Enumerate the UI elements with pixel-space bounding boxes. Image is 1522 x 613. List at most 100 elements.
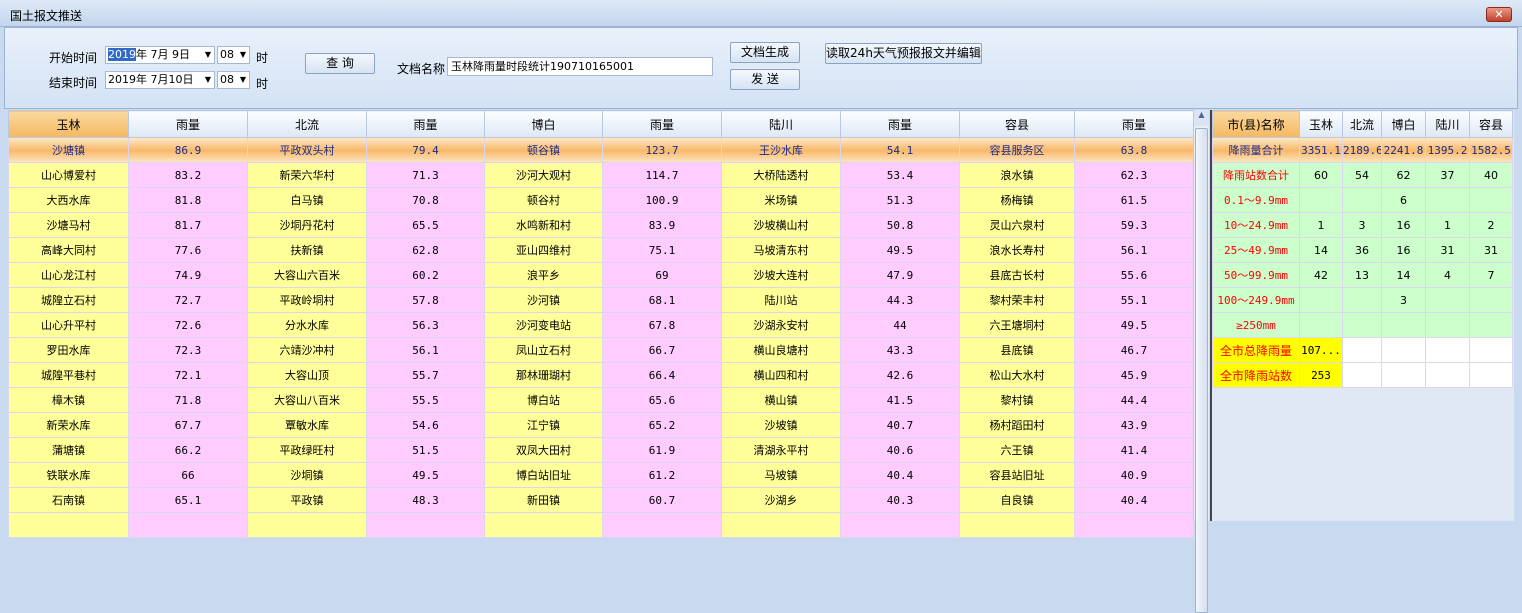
table-row[interactable]: 沙塘镇 86.9 平政双头村 79.4 顿谷镇 123.7 王沙水库 54.1 容县服务区 63.… (8, 137, 1194, 163)
rainfall-cell: 71.8 (128, 387, 248, 413)
column-header[interactable]: 陆川 (1425, 110, 1470, 138)
rainfall-cell: 66 (128, 462, 248, 488)
row-label: 降雨站数合计 (1212, 162, 1300, 188)
station-cell: 大西水库 (8, 187, 129, 213)
rainfall-cell: 40.4 (840, 462, 960, 488)
station-cell: 大容山六百米 (247, 262, 367, 288)
table-row[interactable]: 大西水库 81.8 白马镇 70.8 顿谷村 100.9 米场镇 51.3 杨梅镇 61.5 (8, 187, 1194, 213)
vertical-scrollbar[interactable]: ▲ (1193, 110, 1209, 613)
rainfall-cell: 69 (602, 262, 722, 288)
station-cell: 博白站 (484, 387, 603, 413)
value-cell: 14 (1381, 262, 1426, 288)
stats-row: 0.1～9.9mm 6 (1212, 187, 1513, 213)
end-hour-select[interactable]: 08 ▼ (217, 71, 250, 89)
value-cell: 54 (1342, 162, 1382, 188)
value-cell: 40 (1469, 162, 1513, 188)
rainfall-cell (128, 512, 248, 538)
rainfall-cell: 40.9 (1074, 462, 1194, 488)
table-row[interactable]: 樟木镇 71.8 大容山八百米 55.5 博白站 65.6 横山镇 41.5 黎村镇 44.4 (8, 387, 1194, 413)
column-header[interactable]: 北流 (247, 110, 367, 138)
rainfall-cell: 83.9 (602, 212, 722, 238)
table-row[interactable]: 石南镇 65.1 平政镇 48.3 新田镇 60.7 沙湖乡 40.3 自良镇 40.4 (8, 487, 1194, 513)
column-header[interactable]: 容县 (959, 110, 1075, 138)
end-date-picker[interactable]: 2019年 7月10日 ▼ (105, 71, 215, 89)
start-hour-select[interactable]: 08 ▼ (217, 46, 250, 64)
rainfall-cell: 63.8 (1074, 137, 1194, 163)
row-label: 50～99.9mm (1212, 262, 1300, 288)
row-label: ≥250mm (1212, 312, 1300, 338)
rainfall-cell: 41.5 (840, 387, 960, 413)
table-row[interactable]: 城隍立石村 72.7 平政岭垌村 57.8 沙河镇 68.1 陆川站 44.3 黎村荣丰村 55.… (8, 287, 1194, 313)
scroll-up-icon[interactable]: ▲ (1194, 110, 1209, 126)
value-cell: 6 (1381, 187, 1426, 213)
send-button[interactable]: 发 送 (730, 69, 800, 90)
row-label: 全市总降雨量 (1212, 337, 1300, 363)
column-header[interactable]: 雨量 (366, 110, 485, 138)
column-header[interactable]: 雨量 (128, 110, 248, 138)
column-header[interactable]: 玉林 (1299, 110, 1343, 138)
rainfall-cell (602, 512, 722, 538)
rainfall-cell: 55.7 (366, 362, 485, 388)
rainfall-cell: 75.1 (602, 237, 722, 263)
column-header[interactable]: 容县 (1469, 110, 1513, 138)
station-cell: 县底古长村 (959, 262, 1075, 288)
end-time-label: 结束时间 (49, 76, 98, 90)
column-header[interactable]: 陆川 (721, 110, 841, 138)
value-cell: 1 (1299, 212, 1343, 238)
column-header[interactable]: 北流 (1342, 110, 1382, 138)
rainfall-cell: 55.1 (1074, 287, 1194, 313)
value-cell: 37 (1425, 162, 1470, 188)
generate-doc-button[interactable]: 文档生成 (730, 42, 800, 63)
start-year-selected: 2019 (108, 48, 136, 61)
table-row[interactable]: 城隍平巷村 72.1 大容山顶 55.7 那林珊瑚村 66.4 横山四和村 42.6 松山大水村… (8, 362, 1194, 388)
rainfall-cell: 42.6 (840, 362, 960, 388)
rainfall-cell: 50.8 (840, 212, 960, 238)
rainfall-cell: 81.8 (128, 187, 248, 213)
column-header[interactable]: 玉林 (8, 110, 129, 138)
rainfall-cell: 70.8 (366, 187, 485, 213)
station-cell: 博白站旧址 (484, 462, 603, 488)
start-date-picker[interactable]: 2019年 7月 9日 ▼ (105, 46, 215, 64)
doc-name-input[interactable]: 玉林降雨量时段统计190710165001 (447, 57, 713, 76)
read-forecast-button[interactable]: 读取24h天气预报报文并编辑 (825, 43, 982, 64)
table-row[interactable]: 山心龙江村 74.9 大容山六百米 60.2 浪平乡 69 沙坡大连村 47.9 县底古长村 55… (8, 262, 1194, 288)
value-cell (1299, 312, 1343, 338)
close-button[interactable]: ✕ (1486, 7, 1512, 22)
table-row[interactable]: 山心升平村 72.6 分水水库 56.3 沙河变电站 67.8 沙湖永安村 44 六王塘垌村 49… (8, 312, 1194, 338)
value-cell (1342, 187, 1382, 213)
rainfall-cell: 55.5 (366, 387, 485, 413)
station-cell: 沙垌丹花村 (247, 212, 367, 238)
table-row[interactable]: 新荣水库 67.7 覃敏水库 54.6 江宁镇 65.2 沙坡镇 40.7 杨村蹈田村 43.9 (8, 412, 1194, 438)
station-cell: 浪水长寿村 (959, 237, 1075, 263)
rainfall-cell: 77.6 (128, 237, 248, 263)
table-row[interactable]: 蒲塘镇 66.2 平政绿旺村 51.5 双凤大田村 61.9 清湖永平村 40.6 六王镇 41.… (8, 437, 1194, 463)
station-cell: 沙垌镇 (247, 462, 367, 488)
column-header[interactable]: 市(县)名称 (1212, 110, 1300, 138)
table-row[interactable]: 铁联水库 66 沙垌镇 49.5 博白站旧址 61.2 马坡镇 40.4 容县站旧址 40.9 (8, 462, 1194, 488)
city-total-row: 全市总降雨量 107... (1212, 337, 1513, 363)
query-button[interactable]: 查 询 (305, 53, 375, 74)
station-cell (484, 512, 603, 538)
station-cell: 山心博爱村 (8, 162, 129, 188)
scrollbar-thumb[interactable] (1195, 128, 1208, 613)
row-label: 100～249.9mm (1212, 287, 1300, 313)
column-header[interactable]: 雨量 (602, 110, 722, 138)
station-cell: 分水水库 (247, 312, 367, 338)
table-row[interactable]: 高峰大同村 77.6 扶新镇 62.8 亚山四维村 75.1 马坡清东村 49.5 浪水长寿村 5… (8, 237, 1194, 263)
table-row[interactable]: 山心博爱村 83.2 新荣六华村 71.3 沙河大观村 114.7 大桥陆透村 53.4 浪水镇… (8, 162, 1194, 188)
station-cell: 平政绿旺村 (247, 437, 367, 463)
table-row[interactable]: 罗田水库 72.3 六靖沙冲村 56.1 凤山立石村 66.7 横山良塘村 43.3 县底镇 46… (8, 337, 1194, 363)
column-header[interactable]: 博白 (1381, 110, 1426, 138)
empty-cell (1381, 337, 1426, 363)
column-header[interactable]: 博白 (484, 110, 603, 138)
value-cell (1342, 312, 1382, 338)
table-row[interactable] (8, 512, 1194, 538)
doc-name-label: 文档名称 (397, 62, 446, 76)
row-label: 10～24.9mm (1212, 212, 1300, 238)
column-header[interactable]: 雨量 (1074, 110, 1194, 138)
station-cell: 沙坡横山村 (721, 212, 841, 238)
station-cell: 平政双头村 (247, 137, 367, 163)
table-row[interactable]: 沙塘马村 81.7 沙垌丹花村 65.5 水鸣新和村 83.9 沙坡横山村 50.8 灵山六泉村… (8, 212, 1194, 238)
column-header[interactable]: 雨量 (840, 110, 960, 138)
rainfall-cell: 53.4 (840, 162, 960, 188)
